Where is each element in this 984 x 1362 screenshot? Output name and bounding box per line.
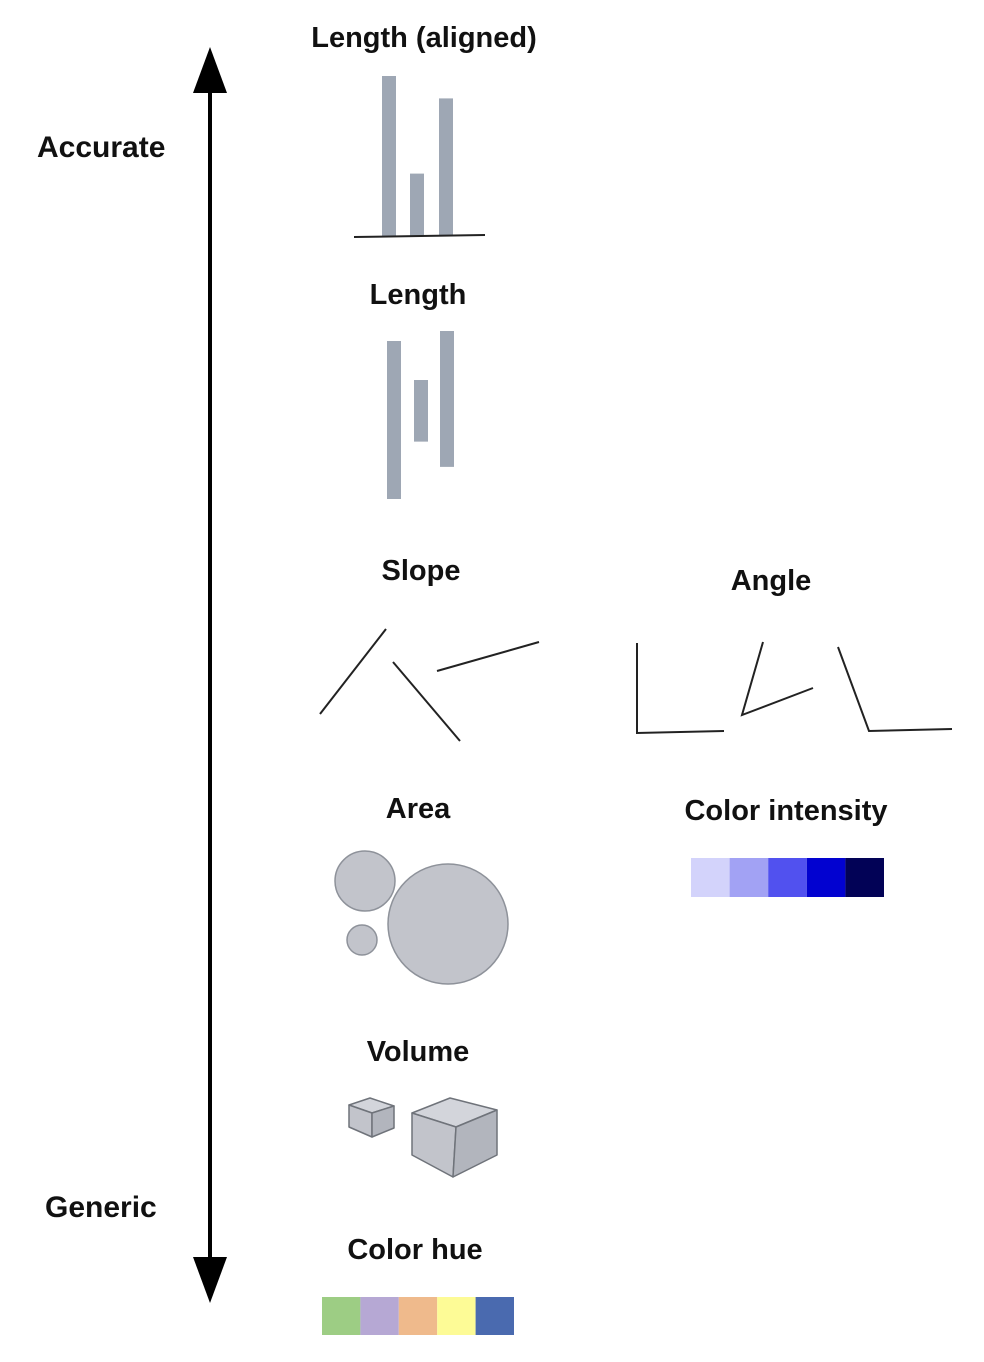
angle-title: Angle xyxy=(730,565,812,597)
length-aligned-title: Length (aligned) xyxy=(311,22,537,54)
angle-mark-2 xyxy=(740,641,814,717)
angle-marks xyxy=(636,641,953,735)
color-hue-swatch-5 xyxy=(475,1297,514,1335)
arrow-head-up-icon xyxy=(193,47,227,93)
color-intensity-swatch-2 xyxy=(729,858,769,897)
length-marks xyxy=(387,331,454,499)
slope-line-1 xyxy=(319,628,387,715)
angle-mark-3 xyxy=(837,646,953,733)
area-circle-medium xyxy=(334,850,396,912)
volume-cube-small xyxy=(348,1097,395,1138)
color-intensity-title: Color intensity xyxy=(684,795,888,827)
color-hue-marks xyxy=(322,1297,514,1335)
accuracy-arrow xyxy=(193,47,227,1303)
color-intensity-swatch-5 xyxy=(845,858,884,897)
length-bar-2 xyxy=(414,380,428,442)
slope-marks xyxy=(319,628,540,742)
accurate-label: Accurate xyxy=(37,131,166,164)
color-hue-swatch-1 xyxy=(322,1297,361,1335)
volume-marks xyxy=(348,1097,498,1178)
length-aligned-bar-2 xyxy=(410,173,424,236)
area-circle-small xyxy=(346,924,378,956)
color-hue-swatch-3 xyxy=(398,1297,438,1335)
length-aligned-marks xyxy=(382,76,453,237)
length-bar-1 xyxy=(387,341,401,499)
arrow-head-down-icon xyxy=(193,1257,227,1303)
area-title: Area xyxy=(385,793,451,825)
volume-cube-large xyxy=(411,1097,498,1178)
length-aligned-baseline xyxy=(353,234,486,238)
length-bar-3 xyxy=(440,331,454,467)
area-marks xyxy=(334,850,509,985)
length-aligned-bar-3 xyxy=(439,98,453,237)
length-title: Length xyxy=(369,279,467,311)
color-intensity-marks xyxy=(691,858,884,897)
slope-title: Slope xyxy=(381,555,461,587)
slope-line-2 xyxy=(392,661,461,742)
color-intensity-swatch-3 xyxy=(768,858,807,897)
area-circle-large xyxy=(387,863,509,985)
volume-title: Volume xyxy=(366,1036,470,1068)
color-hue-title: Color hue xyxy=(347,1234,483,1266)
generic-label: Generic xyxy=(45,1191,157,1224)
color-intensity-swatch-4 xyxy=(806,858,846,897)
angle-mark-1 xyxy=(636,643,725,735)
color-hue-swatch-2 xyxy=(360,1297,399,1335)
color-hue-swatch-4 xyxy=(437,1297,476,1335)
length-aligned-bar-1 xyxy=(382,76,396,236)
slope-line-3 xyxy=(436,641,540,672)
color-intensity-swatch-1 xyxy=(691,858,730,897)
